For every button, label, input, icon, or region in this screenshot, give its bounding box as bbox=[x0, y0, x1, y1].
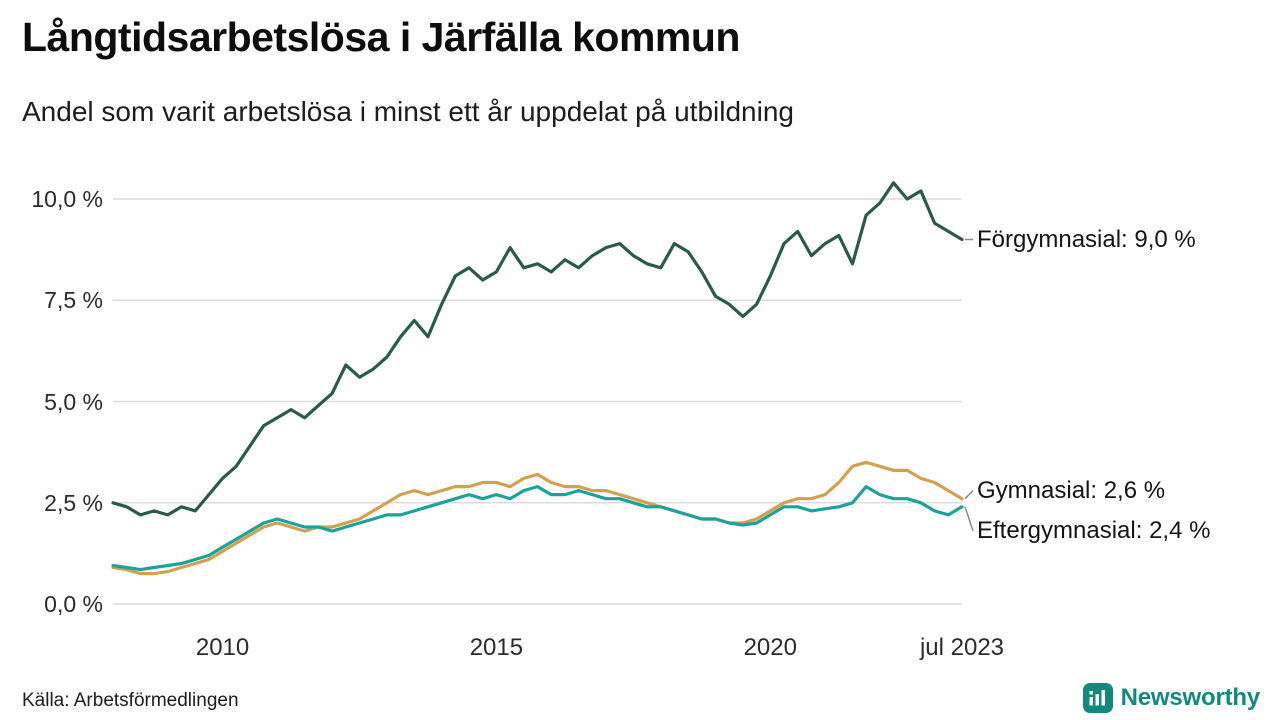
newsworthy-icon bbox=[1082, 683, 1113, 713]
series-end-label-förgymnasial: Förgymnasial: 9,0 % bbox=[977, 225, 1196, 253]
chart-title: Långtidsarbetslösa i Järfälla kommun bbox=[22, 14, 740, 60]
x-tick-label: jul 2023 bbox=[919, 634, 1005, 661]
y-tick-label: 0,0 % bbox=[44, 591, 103, 617]
y-tick-label: 2,5 % bbox=[44, 489, 103, 516]
newsworthy-logo: Newsworthy bbox=[1082, 683, 1261, 713]
y-tick-label: 5,0 % bbox=[44, 388, 103, 415]
x-tick-label: 2010 bbox=[195, 634, 250, 661]
newsworthy-wordmark: Newsworthy bbox=[1120, 684, 1261, 711]
series-end-label-gymnasial: Gymnasial: 2,6 % bbox=[977, 476, 1166, 504]
x-tick-label: 2015 bbox=[469, 634, 524, 661]
y-tick-label: 7,5 % bbox=[44, 287, 103, 314]
x-tick-label: 2020 bbox=[743, 634, 797, 661]
chart-subtitle: Andel som varit arbetslösa i minst ett å… bbox=[22, 96, 794, 127]
y-tick-label: 10,0 % bbox=[31, 186, 103, 212]
source-note: Källa: Arbetsförmedlingen bbox=[22, 690, 239, 711]
series-end-label-eftergymnasial: Eftergymnasial: 2,4 % bbox=[977, 516, 1211, 544]
